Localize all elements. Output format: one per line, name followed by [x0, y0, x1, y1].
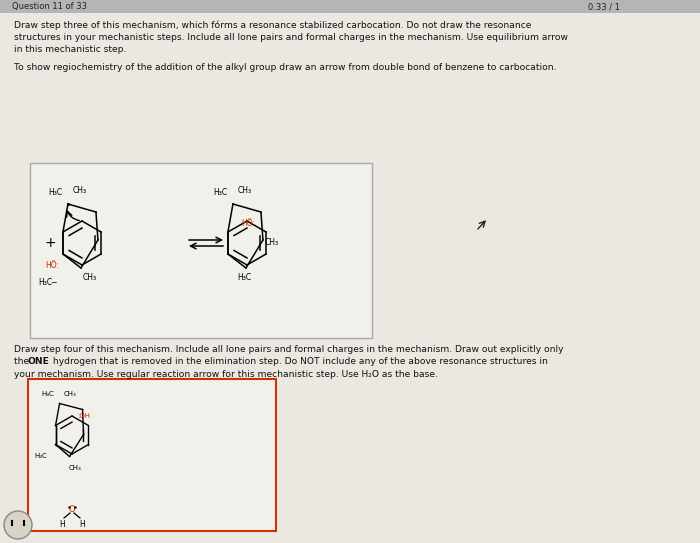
- Text: +: +: [44, 236, 56, 250]
- Text: hydrogen that is removed in the elimination step. Do NOT include any of the abov: hydrogen that is removed in the eliminat…: [50, 357, 548, 367]
- Text: the: the: [14, 357, 32, 367]
- Text: CH₃: CH₃: [73, 186, 87, 195]
- Text: HÖ:: HÖ:: [45, 262, 59, 270]
- Text: ONE: ONE: [28, 357, 50, 367]
- Text: structures in your mechanistic steps. Include all lone pairs and formal charges : structures in your mechanistic steps. In…: [14, 33, 568, 41]
- Text: Question 11 of 33: Question 11 of 33: [12, 3, 87, 11]
- Text: CH₃: CH₃: [69, 464, 81, 470]
- Text: To show regiochemistry of the addition of the alkyl group draw an arrow from dou: To show regiochemistry of the addition o…: [14, 62, 556, 72]
- Text: :OH: :OH: [78, 413, 90, 419]
- Bar: [0, 0, 700, 13]
- Text: in this mechanistic step.: in this mechanistic step.: [14, 45, 127, 54]
- Text: H: H: [59, 520, 65, 529]
- Text: H: H: [79, 520, 85, 529]
- Text: Draw step four of this mechanism. Include all lone pairs and formal charges in t: Draw step four of this mechanism. Includ…: [14, 345, 564, 354]
- Text: CH₃: CH₃: [64, 390, 76, 396]
- Text: Draw step three of this mechanism, which fórms a resonance stabilized carbocatio: Draw step three of this mechanism, which…: [14, 20, 531, 29]
- Text: your mechanism. Use regular reaction arrow for this mechanistic step. Use H₂O as: your mechanism. Use regular reaction arr…: [14, 370, 438, 379]
- Bar: [28, 379, 276, 531]
- Text: H₃C: H₃C: [48, 188, 62, 197]
- Text: CH₃: CH₃: [265, 238, 279, 247]
- Text: HÖ:: HÖ:: [241, 219, 255, 229]
- Text: H₃C: H₃C: [42, 392, 55, 397]
- Text: 0.33 / 1: 0.33 / 1: [588, 3, 620, 11]
- Text: CH₃: CH₃: [83, 273, 97, 282]
- Circle shape: [4, 511, 32, 539]
- Text: O: O: [69, 506, 76, 515]
- Text: H₃C─: H₃C─: [38, 278, 57, 287]
- Text: H₃C: H₃C: [237, 273, 251, 282]
- Text: H₃C: H₃C: [213, 188, 227, 197]
- Text: CH₃: CH₃: [238, 186, 252, 195]
- Text: H₃C: H₃C: [35, 452, 48, 458]
- Bar: [30, 163, 372, 338]
